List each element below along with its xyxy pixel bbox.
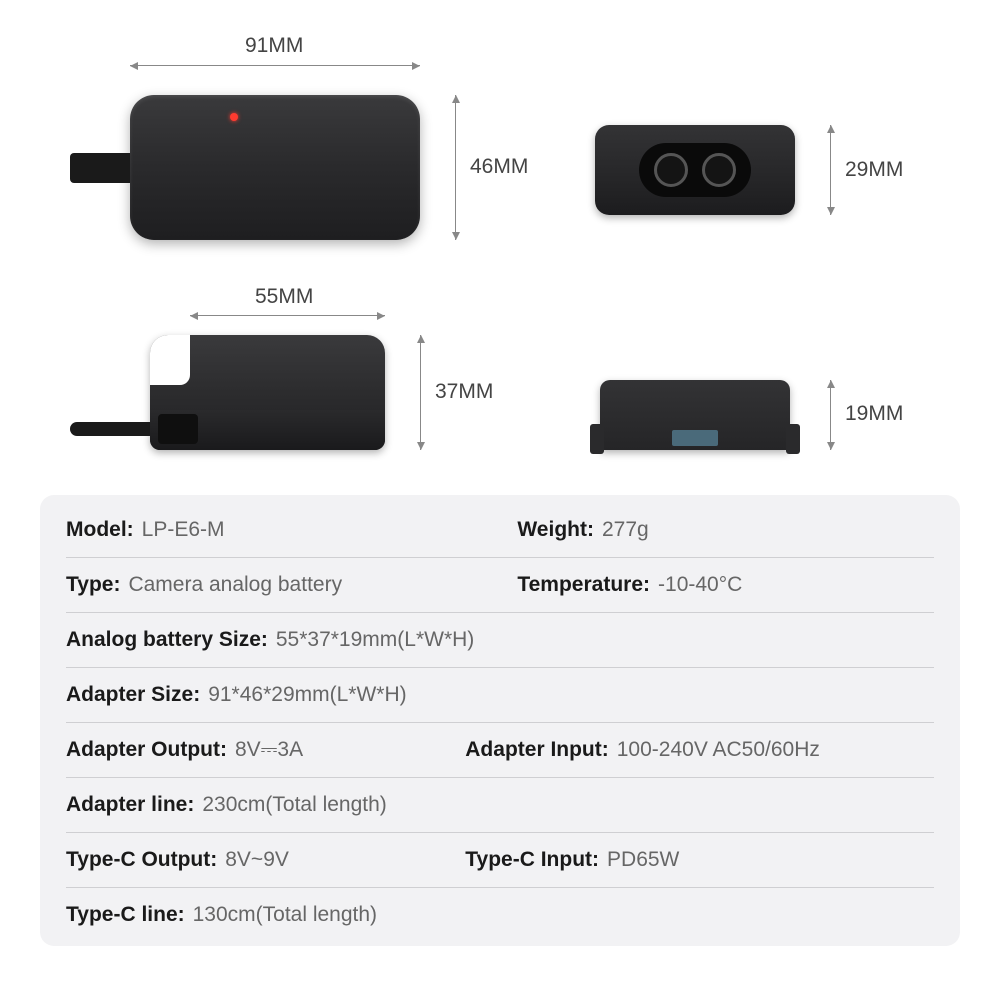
battery-contacts: [672, 430, 718, 446]
spec-value: 277g: [602, 518, 649, 542]
spec-label: Weight:: [517, 518, 594, 542]
spec-table: Model: LP-E6-M Weight: 277g Type: Camera…: [40, 495, 960, 946]
spec-value: 130cm(Total length): [193, 903, 377, 927]
spec-label: Adapter line:: [66, 793, 194, 817]
dim-battery-width: [190, 315, 385, 316]
spec-value: -10-40°C: [658, 573, 742, 597]
dim-battery-depth-label: 19MM: [845, 402, 903, 426]
figure8-plug: [639, 143, 751, 197]
spec-label: Type:: [66, 573, 120, 597]
battery-plug: [158, 414, 198, 444]
dim-adapter-depth-label: 29MM: [845, 158, 903, 182]
battery-cable: [70, 422, 162, 436]
spec-row: Adapter Output: 8V⎓3A Adapter Input: 100…: [66, 723, 934, 778]
spec-row: Type: Camera analog battery Temperature:…: [66, 558, 934, 613]
spec-row: Adapter line: 230cm(Total length): [66, 778, 934, 833]
spec-value: 55*37*19mm(L*W*H): [276, 628, 474, 652]
plug-hole: [654, 153, 688, 187]
spec-row: Type-C Output: 8V~9V Type-C Input: PD65W: [66, 833, 934, 888]
spec-value: 8V⎓3A: [235, 738, 303, 762]
spec-typec-line: Type-C line: 130cm(Total length): [66, 903, 377, 927]
battery-notch: [150, 335, 190, 385]
dim-adapter-depth: [830, 125, 831, 215]
spec-value: LP-E6-M: [142, 518, 225, 542]
spec-label: Adapter Input:: [465, 738, 608, 762]
plug-hole: [702, 153, 736, 187]
spec-label: Adapter Size:: [66, 683, 200, 707]
spec-weight: Weight: 277g: [517, 518, 934, 542]
spec-label: Type-C Output:: [66, 848, 217, 872]
diagram-area: 91MM 46MM 29MM 55MM 37MM 19MM: [0, 0, 1000, 480]
spec-typec-output: Type-C Output: 8V~9V: [66, 848, 465, 872]
spec-row: Type-C line: 130cm(Total length): [66, 888, 934, 942]
spec-analog-size: Analog battery Size: 55*37*19mm(L*W*H): [66, 628, 474, 652]
adapter-top-view: [130, 95, 420, 240]
battery-side-view: [150, 335, 385, 450]
dim-battery-height: [420, 335, 421, 450]
spec-label: Type-C line:: [66, 903, 185, 927]
dim-adapter-height: [455, 95, 456, 240]
adapter-side-view: [595, 125, 795, 215]
dim-battery-height-label: 37MM: [435, 380, 493, 404]
spec-adapter-output: Adapter Output: 8V⎓3A: [66, 738, 465, 762]
spec-temperature: Temperature: -10-40°C: [517, 573, 934, 597]
spec-value: 8V~9V: [225, 848, 289, 872]
spec-label: Model:: [66, 518, 134, 542]
spec-adapter-line: Adapter line: 230cm(Total length): [66, 793, 387, 817]
spec-label: Adapter Output:: [66, 738, 227, 762]
spec-type: Type: Camera analog battery: [66, 573, 517, 597]
battery-end-view: [600, 380, 790, 450]
spec-label: Type-C Input:: [465, 848, 599, 872]
spec-label: Analog battery Size:: [66, 628, 268, 652]
spec-value: 91*46*29mm(L*W*H): [208, 683, 406, 707]
spec-value: PD65W: [607, 848, 679, 872]
spec-adapter-input: Adapter Input: 100-240V AC50/60Hz: [465, 738, 934, 762]
spec-row: Analog battery Size: 55*37*19mm(L*W*H): [66, 613, 934, 668]
dim-adapter-width-label: 91MM: [245, 34, 303, 58]
dim-battery-depth: [830, 380, 831, 450]
spec-row: Adapter Size: 91*46*29mm(L*W*H): [66, 668, 934, 723]
dim-adapter-width: [130, 65, 420, 66]
spec-model: Model: LP-E6-M: [66, 518, 517, 542]
spec-value: 100-240V AC50/60Hz: [617, 738, 820, 762]
spec-typec-input: Type-C Input: PD65W: [465, 848, 934, 872]
spec-adapter-size: Adapter Size: 91*46*29mm(L*W*H): [66, 683, 407, 707]
dim-battery-width-label: 55MM: [255, 285, 313, 309]
spec-value: 230cm(Total length): [202, 793, 386, 817]
spec-value: Camera analog battery: [128, 573, 342, 597]
spec-label: Temperature:: [517, 573, 650, 597]
spec-row: Model: LP-E6-M Weight: 277g: [66, 503, 934, 558]
led-indicator: [230, 113, 238, 121]
dim-adapter-height-label: 46MM: [470, 155, 528, 179]
